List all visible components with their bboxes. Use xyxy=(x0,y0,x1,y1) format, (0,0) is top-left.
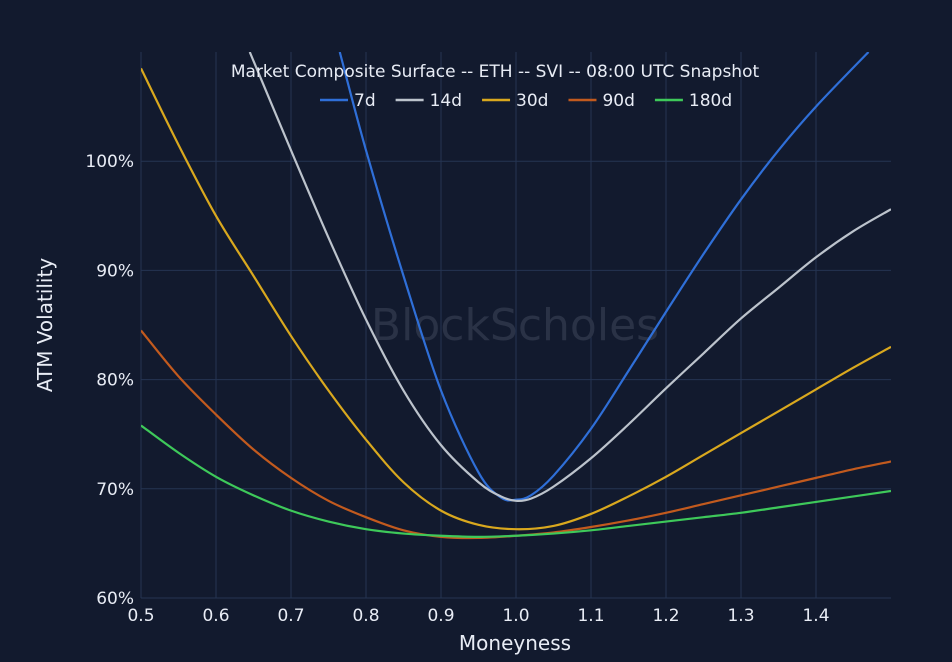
grid xyxy=(140,52,891,599)
series-line-30d xyxy=(141,67,891,531)
x-tick-label: 0.6 xyxy=(202,606,229,626)
x-axis-ticks: 0.5 0.6 0.7 0.8 0.9 1.0 1.1 1.2 1.3 1.4 xyxy=(127,606,829,626)
x-tick-label: 0.7 xyxy=(277,606,304,626)
x-tick-label: 0.8 xyxy=(352,606,379,626)
x-tick-label: 1.4 xyxy=(802,606,829,626)
legend-label-7d: 7d xyxy=(354,91,376,111)
y-axis-ticks: 60% 70% 80% 90% 100% xyxy=(85,152,134,609)
legend-label-14d: 14d xyxy=(430,91,462,111)
x-tick-label: 1.0 xyxy=(502,606,529,626)
y-tick-label: 60% xyxy=(96,589,134,609)
x-tick-label: 1.3 xyxy=(727,606,754,626)
legend-label-90d: 90d xyxy=(602,91,634,111)
x-tick-label: 1.2 xyxy=(652,606,679,626)
legend: 7d 14d 30d 90d 180d xyxy=(320,91,732,111)
y-axis-title: ATM Volatility xyxy=(33,258,57,392)
y-tick-label: 100% xyxy=(85,152,134,172)
series-line-7d xyxy=(338,52,870,502)
x-tick-label: 1.1 xyxy=(577,606,604,626)
chart-title: Market Composite Surface -- ETH -- SVI -… xyxy=(231,62,760,82)
x-axis-title: Moneyness xyxy=(459,631,571,655)
y-tick-label: 90% xyxy=(96,261,134,281)
x-tick-label: 0.9 xyxy=(427,606,454,626)
y-tick-label: 70% xyxy=(96,480,134,500)
series-line-14d xyxy=(248,52,891,503)
series-line-180d xyxy=(141,424,891,538)
series-lines xyxy=(141,52,891,540)
y-tick-label: 80% xyxy=(96,371,134,391)
legend-label-180d: 180d xyxy=(689,91,732,111)
x-tick-label: 0.5 xyxy=(127,606,154,626)
legend-label-30d: 30d xyxy=(516,91,548,111)
